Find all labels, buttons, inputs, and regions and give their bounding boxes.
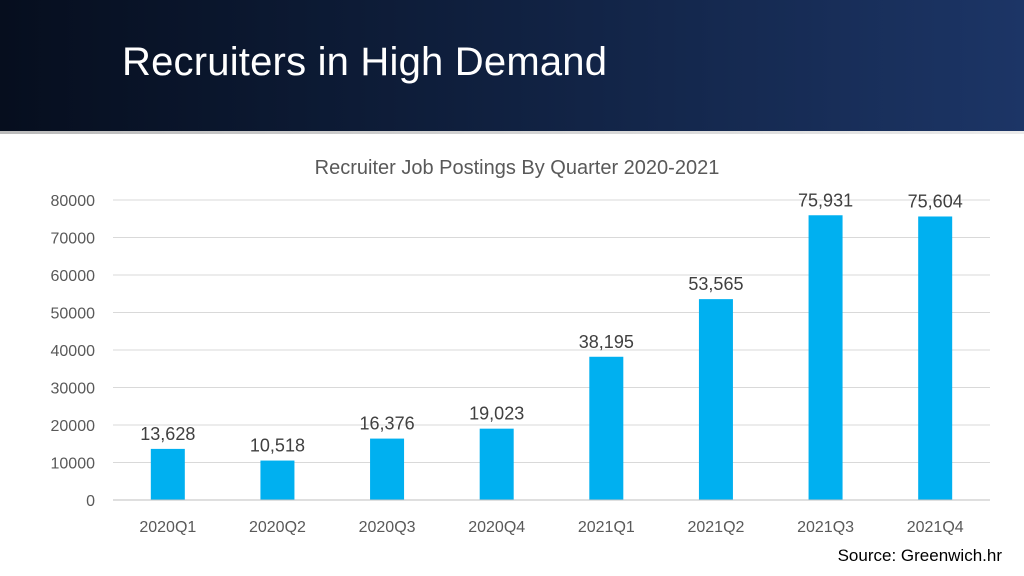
y-tick-label: 60000 (51, 268, 96, 285)
title-banner: Recruiters in High Demand (0, 0, 1024, 134)
x-tick-label: 2021Q2 (687, 519, 744, 536)
x-tick-label: 2020Q4 (468, 519, 525, 536)
data-label: 13,628 (140, 424, 195, 444)
slide-title: Recruiters in High Demand (122, 40, 608, 84)
y-tick-label: 70000 (51, 231, 96, 248)
y-tick-label: 30000 (51, 381, 96, 398)
bar (260, 460, 295, 500)
y-axis-tick-labels: 0 10000 20000 30000 40000 50000 60000 70000 8000… (51, 193, 96, 510)
y-tick-label: 40000 (51, 343, 96, 360)
data-labels: 13,628 10,518 16,376 19,023 38,195 53,565 75,9… (140, 190, 962, 455)
x-tick-label: 2020Q1 (139, 519, 196, 536)
bar (698, 299, 733, 500)
data-label: 16,376 (360, 414, 415, 434)
x-tick-label: 2021Q3 (797, 519, 854, 536)
data-label: 53,565 (688, 274, 743, 294)
bars (150, 215, 953, 501)
y-tick-label: 50000 (51, 306, 96, 323)
bar (589, 356, 624, 500)
gridlines (113, 199, 990, 463)
data-label: 19,023 (469, 404, 524, 424)
bar-chart: Recruiter Job Postings By Quarter 2020-2… (51, 157, 990, 536)
bar (808, 215, 843, 501)
source-note: Source: Greenwich.hr (837, 546, 1002, 565)
x-tick-label: 2020Q2 (249, 519, 306, 536)
y-tick-label: 0 (86, 493, 95, 510)
x-tick-label: 2021Q4 (907, 519, 964, 536)
y-tick-label: 20000 (51, 418, 96, 435)
data-label: 75,604 (908, 191, 963, 211)
data-label: 10,518 (250, 436, 305, 456)
data-label: 75,931 (798, 190, 853, 210)
bar (918, 216, 953, 501)
bar (370, 438, 405, 500)
bar (150, 448, 185, 500)
bar (479, 428, 514, 500)
x-tick-label: 2020Q3 (359, 519, 416, 536)
x-tick-label: 2021Q1 (578, 519, 635, 536)
chart-title: Recruiter Job Postings By Quarter 2020-2… (315, 157, 720, 179)
y-tick-label: 10000 (51, 456, 96, 473)
data-label: 38,195 (579, 332, 634, 352)
x-axis-tick-labels: 2020Q1 2020Q2 2020Q3 2020Q4 2021Q1 2021Q2 2021… (139, 519, 963, 536)
y-tick-label: 80000 (51, 193, 96, 210)
